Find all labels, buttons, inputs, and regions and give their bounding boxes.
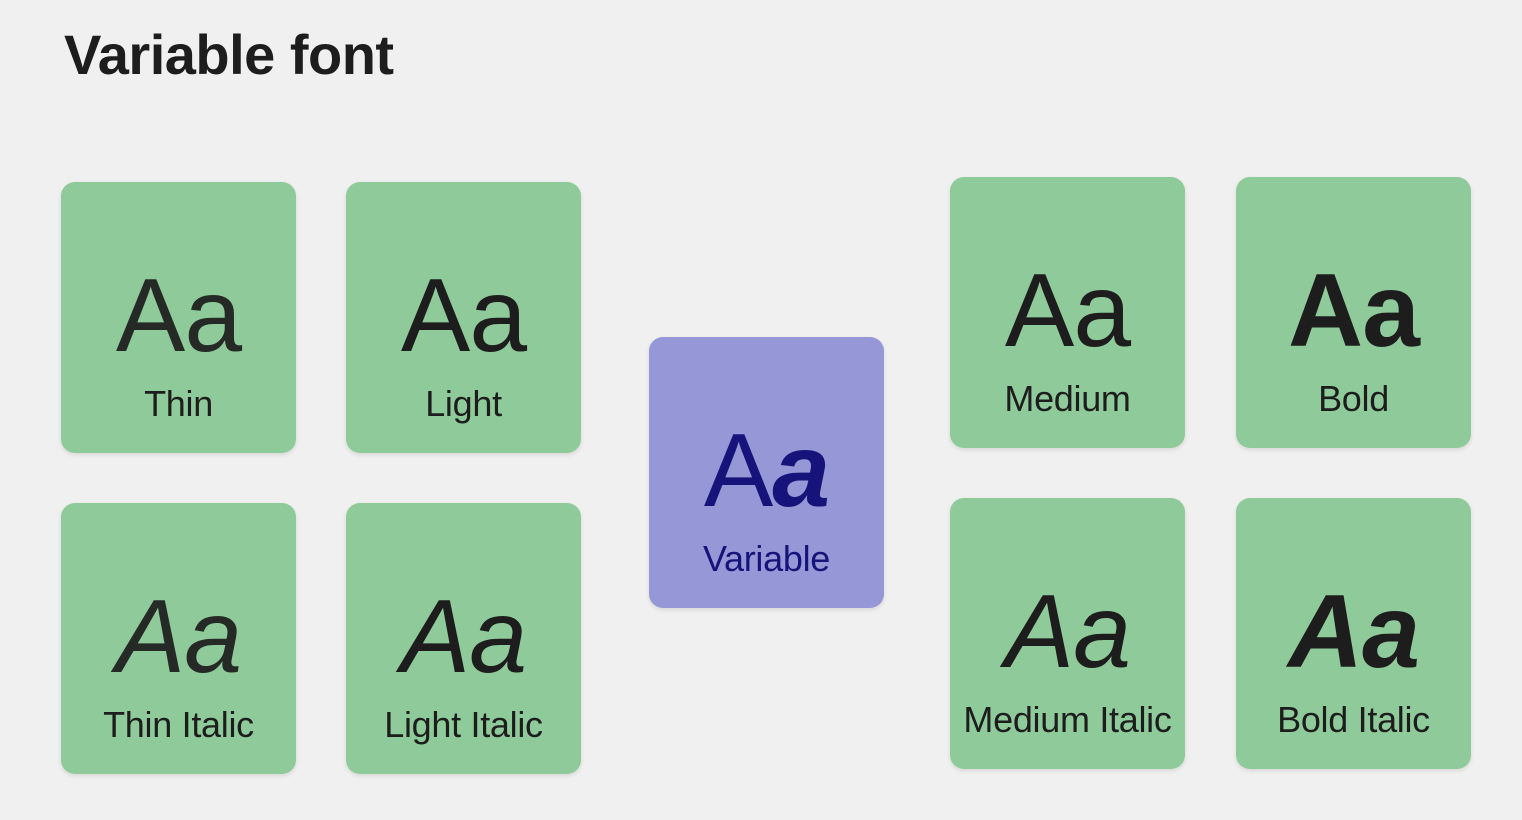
font-card-medium: Aa Medium bbox=[950, 177, 1185, 448]
font-sample: Aa bbox=[1004, 253, 1131, 369]
variable-sample-thin-glyph: A bbox=[703, 413, 773, 529]
font-card-label: Bold bbox=[1318, 378, 1389, 419]
page-title: Variable font bbox=[64, 23, 394, 86]
font-sample: Aa bbox=[400, 579, 527, 695]
font-sample: Aa bbox=[1288, 574, 1420, 690]
font-card-medium-italic: Aa Medium Italic bbox=[950, 498, 1185, 769]
font-card-bold: Aa Bold bbox=[1236, 177, 1471, 448]
font-card-label: Medium Italic bbox=[963, 699, 1172, 740]
font-card-light: Aa Light bbox=[346, 182, 581, 453]
font-card-label: Thin Italic bbox=[103, 704, 254, 745]
font-card-label: Bold Italic bbox=[1277, 699, 1430, 740]
font-card-light-italic: Aa Light Italic bbox=[346, 503, 581, 774]
font-card-thin-italic: Aa Thin Italic bbox=[61, 503, 296, 774]
font-card-variable: Aa Variable bbox=[649, 337, 884, 608]
font-card-label: Variable bbox=[702, 538, 830, 579]
font-card-thin: Aa Thin bbox=[61, 182, 296, 453]
font-card-label: Medium bbox=[1004, 378, 1131, 419]
font-card-bold-italic: Aa Bold Italic bbox=[1236, 498, 1471, 769]
font-sample: Aa bbox=[115, 258, 242, 374]
font-sample-variable: Aa bbox=[649, 419, 884, 523]
font-sample: Aa bbox=[1004, 574, 1131, 690]
font-sample: Aa bbox=[115, 579, 242, 695]
font-card-label: Light Italic bbox=[384, 704, 543, 745]
font-sample: Aa bbox=[400, 258, 527, 374]
font-card-label: Thin bbox=[144, 383, 213, 424]
variable-sample-bold-glyph: a bbox=[772, 413, 830, 529]
font-sample: Aa bbox=[1288, 253, 1420, 369]
font-card-label: Light bbox=[425, 383, 502, 424]
